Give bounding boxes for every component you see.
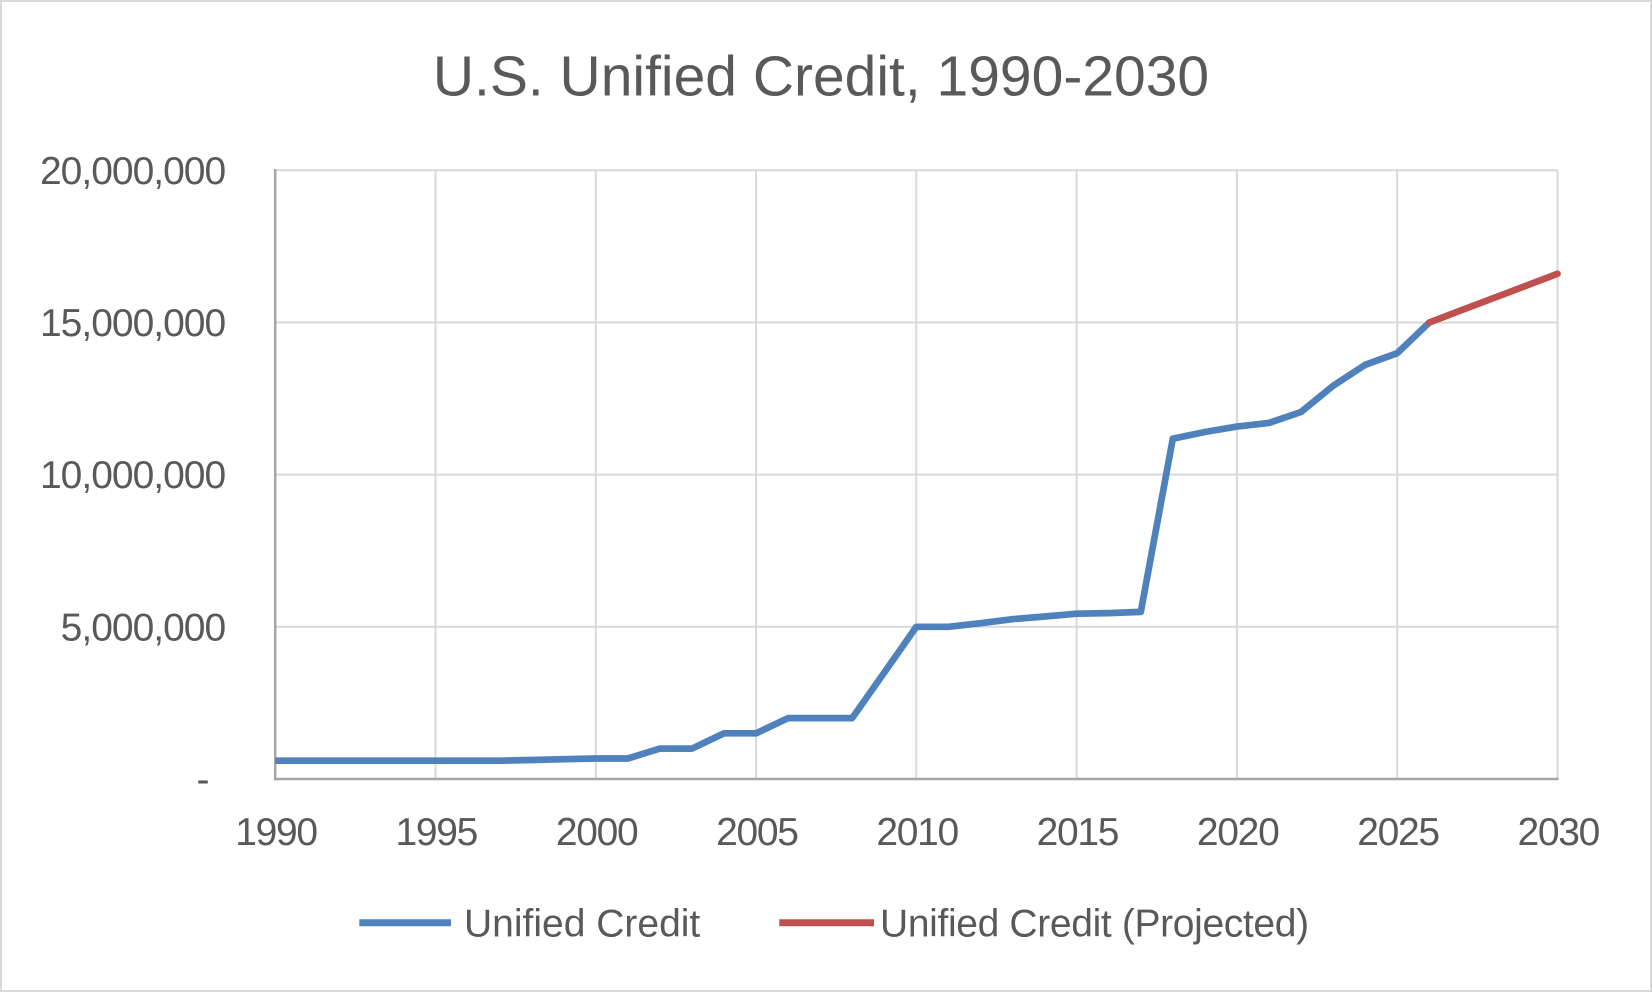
svg-text:2020: 2020 <box>1197 811 1279 854</box>
svg-text:2030: 2030 <box>1518 811 1600 854</box>
svg-text:2015: 2015 <box>1037 811 1119 854</box>
svg-text:5,000,000: 5,000,000 <box>61 606 226 649</box>
svg-text:Unified Credit: Unified Credit <box>464 903 700 946</box>
svg-text:-: - <box>197 759 210 802</box>
svg-text:2010: 2010 <box>876 811 958 854</box>
svg-text:U.S. Unified Credit, 1990-2030: U.S. Unified Credit, 1990-2030 <box>433 45 1209 109</box>
svg-text:2005: 2005 <box>716 811 798 854</box>
svg-text:20,000,000: 20,000,000 <box>40 150 226 193</box>
svg-text:1990: 1990 <box>235 811 317 854</box>
svg-text:2000: 2000 <box>556 811 638 854</box>
svg-text:1995: 1995 <box>396 811 478 854</box>
svg-text:Unified Credit (Projected): Unified Credit (Projected) <box>880 903 1309 946</box>
svg-text:10,000,000: 10,000,000 <box>40 454 226 497</box>
svg-text:2025: 2025 <box>1357 811 1439 854</box>
svg-text:15,000,000: 15,000,000 <box>40 302 226 345</box>
